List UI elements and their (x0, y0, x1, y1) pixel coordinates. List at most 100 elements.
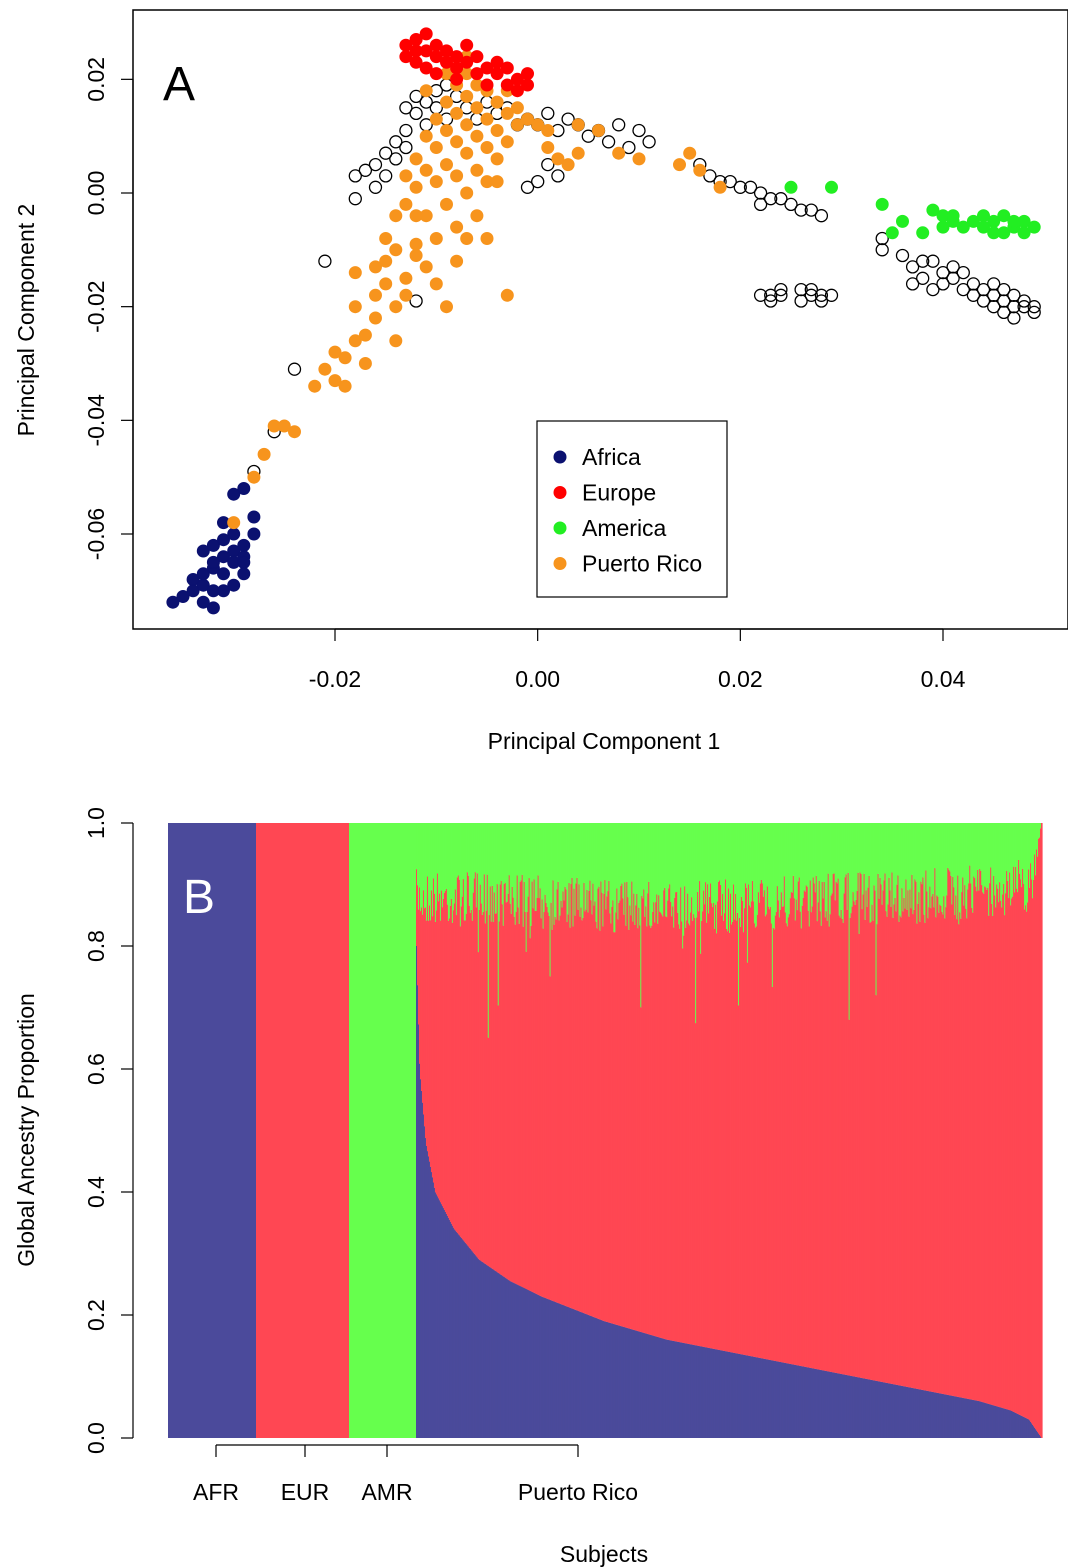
puerto-rico-subject-bar (710, 823, 712, 1438)
american-segment (509, 823, 512, 904)
puerto-rico-point (561, 158, 575, 172)
puerto-rico-subject-bar (572, 823, 575, 1438)
african-segment (792, 1364, 795, 1438)
european-segment (446, 904, 449, 1216)
american-segment (579, 823, 582, 917)
european-segment (671, 916, 673, 1341)
puerto-rico-subject-bar (582, 823, 585, 1438)
european-segment (1016, 888, 1018, 1414)
european-segment (1011, 898, 1013, 1411)
african-segment (859, 1377, 862, 1438)
european-segment (666, 917, 668, 1340)
american-segment (784, 823, 787, 913)
european-segment (505, 902, 508, 1279)
african-segment (1029, 1420, 1031, 1438)
africa-point (186, 573, 200, 586)
african-segment (585, 1314, 588, 1438)
african-segment (967, 1398, 969, 1438)
puerto-rico-subject-bar (563, 823, 566, 1438)
american-segment (878, 823, 881, 899)
european-segment (846, 909, 849, 1376)
american-segment (776, 823, 779, 887)
puerto-rico-subject-bar (579, 823, 582, 1438)
puerto-rico-subject-bar (557, 823, 560, 1438)
european-segment (589, 880, 592, 1316)
puerto-rico-subject-bar (974, 823, 976, 1438)
african-segment (663, 1338, 665, 1438)
european-segment (570, 884, 573, 1309)
america-point (946, 209, 960, 223)
european-segment (425, 920, 428, 1146)
american-segment (738, 823, 741, 918)
puerto-rico-subject-bar (431, 823, 434, 1438)
puerto-rico-subject-bar (496, 823, 499, 1438)
african-segment (777, 1361, 780, 1438)
european-segment (573, 888, 576, 1310)
european-segment (493, 892, 496, 1271)
american-segment (614, 823, 616, 933)
europe-point (419, 61, 433, 75)
european-segment (938, 912, 940, 1394)
african-segment (601, 1320, 604, 1438)
american-segment (783, 823, 786, 877)
african-segment (469, 1248, 472, 1438)
puerto-rico-subject-bar (809, 823, 812, 1438)
european-segment (793, 898, 796, 1365)
puerto-rico-subject-bar (969, 823, 971, 1438)
african-segment (699, 1346, 701, 1438)
unlabeled-point (399, 140, 413, 155)
puerto-rico-subject-bar (659, 823, 661, 1438)
puerto-rico-point (318, 362, 332, 376)
african-segment (924, 1390, 926, 1438)
african-segment (421, 1102, 424, 1438)
african-segment (848, 1375, 851, 1438)
puerto-rico-subject-bar (777, 823, 780, 1438)
american-segment (932, 823, 934, 894)
american-segment (1013, 823, 1015, 867)
puerto-rico-point (348, 300, 362, 314)
american-segment (786, 823, 789, 927)
american-segment (979, 823, 981, 869)
african-segment (764, 1359, 767, 1438)
american-segment (491, 823, 494, 886)
puerto-rico-subject-bar (949, 823, 951, 1438)
european-segment (699, 881, 701, 1347)
european-segment (918, 892, 920, 1390)
puerto-rico-subject-bar (929, 823, 931, 1438)
european-segment (937, 896, 939, 1393)
european-segment (634, 924, 636, 1331)
european-segment (785, 923, 788, 1364)
european-segment (586, 889, 589, 1315)
puerto-rico-subject-bar (573, 823, 576, 1438)
european-segment (729, 932, 731, 1352)
american-segment (959, 823, 961, 913)
american-segment (794, 823, 797, 921)
puerto-rico-subject-bar (779, 823, 782, 1438)
african-segment (588, 1315, 591, 1438)
european-segment (1032, 898, 1034, 1425)
puerto-rico-subject-bar (671, 823, 673, 1438)
puerto-rico-subject-bar (1006, 823, 1008, 1438)
american-segment (450, 823, 453, 899)
puerto-rico-subject-bar (849, 823, 852, 1438)
american-segment (790, 823, 793, 893)
african-segment (909, 1387, 912, 1438)
puerto-rico-subject-bar (459, 823, 462, 1438)
african-segment (947, 1394, 949, 1438)
american-segment (775, 823, 778, 912)
european-segment (751, 880, 754, 1357)
african-segment (928, 1391, 930, 1438)
american-segment (686, 823, 688, 921)
african-segment (923, 1390, 925, 1438)
american-segment (806, 823, 809, 887)
european-segment (803, 890, 806, 1367)
european-segment (472, 892, 475, 1253)
european-segment (708, 913, 710, 1348)
european-segment (672, 906, 674, 1341)
africa-point (196, 595, 210, 609)
african-segment (659, 1337, 661, 1438)
american-segment (513, 823, 516, 917)
puerto-rico-subject-bar (811, 823, 814, 1438)
american-segment (628, 823, 630, 930)
european-segment (588, 890, 591, 1316)
